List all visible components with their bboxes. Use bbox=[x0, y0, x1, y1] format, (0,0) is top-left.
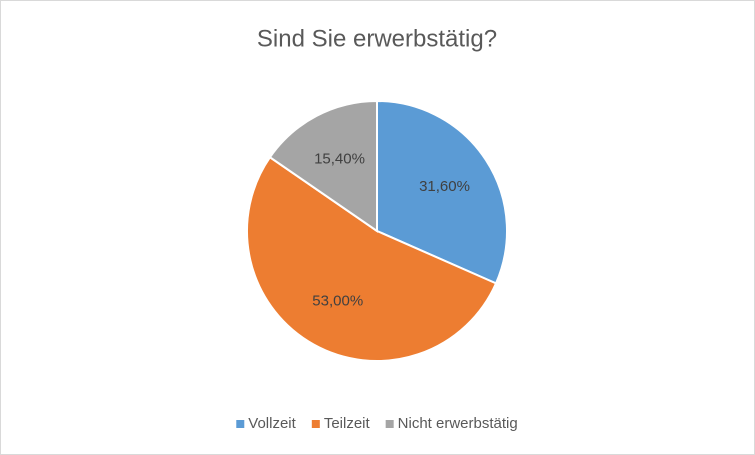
data-label: 53,00% bbox=[312, 292, 363, 309]
pie-slice bbox=[268, 99, 378, 233]
pie-slice bbox=[246, 155, 498, 363]
legend-marker bbox=[236, 420, 245, 428]
legend-label: Vollzeit bbox=[248, 415, 296, 432]
pie-slice bbox=[376, 99, 508, 285]
legend-marker bbox=[385, 420, 394, 428]
legend-label: Teilzeit bbox=[324, 415, 371, 432]
chart-title: Sind Sie erwerbstätig? bbox=[257, 25, 497, 52]
data-label: 15,40% bbox=[314, 151, 365, 168]
data-label: 31,60% bbox=[419, 178, 470, 195]
legend-label: Nicht erwerbstätig bbox=[398, 415, 518, 432]
legend-marker bbox=[311, 420, 320, 428]
